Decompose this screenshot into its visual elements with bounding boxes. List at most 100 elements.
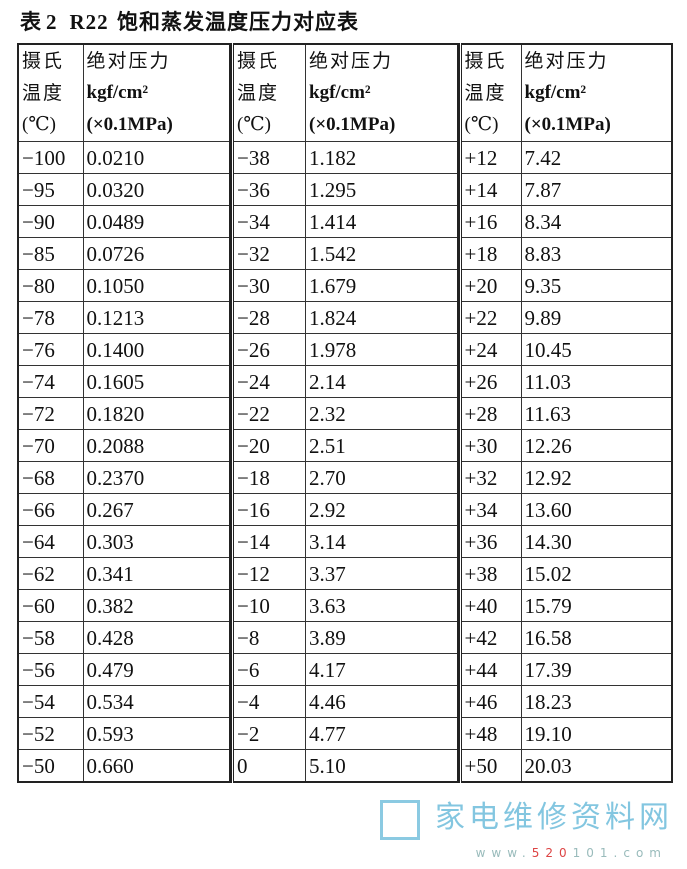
temperature-cell: −58 bbox=[17, 621, 84, 654]
pressure-cell: 0.660 bbox=[82, 749, 231, 783]
header-pressure: (×0.1MPa) bbox=[82, 109, 231, 142]
table-row: −85 0.0726 bbox=[17, 237, 231, 270]
header-row: 摄氏 绝对压力 bbox=[459, 43, 673, 77]
pressure-cell: 1.978 bbox=[305, 333, 458, 366]
table-row: +42 16.58 bbox=[459, 621, 673, 654]
pressure-cell: 0.267 bbox=[82, 493, 231, 526]
temperature-cell: −4 bbox=[232, 685, 306, 718]
table-row: 0 5.10 bbox=[232, 749, 458, 783]
pressure-cell: 16.58 bbox=[520, 621, 673, 654]
temperature-cell: −50 bbox=[17, 749, 84, 783]
table-row: +50 20.03 bbox=[459, 749, 673, 783]
temperature-cell: −80 bbox=[17, 269, 84, 302]
temperature-cell: −36 bbox=[232, 173, 306, 206]
table-row: −52 0.593 bbox=[17, 717, 231, 750]
table-row: −95 0.0320 bbox=[17, 173, 231, 206]
pressure-cell: 3.89 bbox=[305, 621, 458, 654]
watermark-url-prefix: www. bbox=[475, 846, 532, 860]
table-row: +44 17.39 bbox=[459, 653, 673, 686]
temperature-cell: −56 bbox=[17, 653, 84, 686]
table-row: +36 14.30 bbox=[459, 525, 673, 558]
watermark-logo bbox=[380, 800, 420, 840]
table-row: −30 1.679 bbox=[232, 269, 458, 302]
pressure-cell: 8.83 bbox=[520, 237, 673, 270]
pressure-cell: 0.479 bbox=[82, 653, 231, 686]
table-row: −10 3.63 bbox=[232, 589, 458, 622]
table-block-2: 摄氏 绝对压力 温度 kgf/cm² (℃) (×0.1MPa) −38 1.182 −36 1.… bbox=[231, 43, 459, 783]
table-row: +40 15.79 bbox=[459, 589, 673, 622]
pressure-cell: 1.295 bbox=[305, 173, 458, 206]
pressure-cell: 0.382 bbox=[82, 589, 231, 622]
header-pressure: (×0.1MPa) bbox=[520, 109, 673, 142]
pressure-cell: 2.92 bbox=[305, 493, 458, 526]
table-row: +22 9.89 bbox=[459, 301, 673, 334]
table-row: −80 0.1050 bbox=[17, 269, 231, 302]
temperature-cell: −30 bbox=[232, 269, 306, 302]
pressure-cell: 0.2088 bbox=[82, 429, 231, 462]
pressure-cell: 3.63 bbox=[305, 589, 458, 622]
table-row: −78 0.1213 bbox=[17, 301, 231, 334]
temperature-cell: −8 bbox=[232, 621, 306, 654]
table-row: −8 3.89 bbox=[232, 621, 458, 654]
pressure-cell: 0.0489 bbox=[82, 205, 231, 238]
pressure-cell: 13.60 bbox=[520, 493, 673, 526]
temperature-cell: +20 bbox=[459, 269, 522, 302]
table-row: −12 3.37 bbox=[232, 557, 458, 590]
table-row: +38 15.02 bbox=[459, 557, 673, 590]
pressure-cell: 11.03 bbox=[520, 365, 673, 398]
temperature-cell: −100 bbox=[17, 141, 84, 174]
temperature-cell: −6 bbox=[232, 653, 306, 686]
table-row: −58 0.428 bbox=[17, 621, 231, 654]
table-row: −36 1.295 bbox=[232, 173, 458, 206]
temperature-cell: −70 bbox=[17, 429, 84, 462]
temperature-cell: +38 bbox=[459, 557, 522, 590]
pressure-cell: 0.0320 bbox=[82, 173, 231, 206]
table-row: −2 4.77 bbox=[232, 717, 458, 750]
temperature-cell: +46 bbox=[459, 685, 522, 718]
pressure-cell: 7.42 bbox=[520, 141, 673, 174]
pressure-cell: 1.414 bbox=[305, 205, 458, 238]
pressure-cell: 15.79 bbox=[520, 589, 673, 622]
table-row: −22 2.32 bbox=[232, 397, 458, 430]
header-row: 摄氏 绝对压力 bbox=[232, 43, 458, 77]
table-row: −38 1.182 bbox=[232, 141, 458, 174]
table-row: +20 9.35 bbox=[459, 269, 673, 302]
temperature-cell: −10 bbox=[232, 589, 306, 622]
table-row: −60 0.382 bbox=[17, 589, 231, 622]
temperature-cell: −78 bbox=[17, 301, 84, 334]
temperature-cell: +26 bbox=[459, 365, 522, 398]
table-row: +24 10.45 bbox=[459, 333, 673, 366]
temperature-cell: −60 bbox=[17, 589, 84, 622]
temperature-cell: −38 bbox=[232, 141, 306, 174]
pressure-cell: 5.10 bbox=[305, 749, 458, 783]
pressure-cell: 15.02 bbox=[520, 557, 673, 590]
header-pressure: (×0.1MPa) bbox=[305, 109, 458, 142]
table-row: −34 1.414 bbox=[232, 205, 458, 238]
table-row: −14 3.14 bbox=[232, 525, 458, 558]
pressure-cell: 1.824 bbox=[305, 301, 458, 334]
table-row: +28 11.63 bbox=[459, 397, 673, 430]
table-block-1: 摄氏 绝对压力 温度 kgf/cm² (℃) (×0.1MPa) −100 0.0210 −95… bbox=[17, 43, 231, 783]
table-row: −54 0.534 bbox=[17, 685, 231, 718]
header-row: 温度 kgf/cm² bbox=[17, 77, 231, 109]
header-temperature: 温度 bbox=[17, 77, 84, 109]
header-temperature: 温度 bbox=[459, 77, 522, 109]
temperature-cell: −85 bbox=[17, 237, 84, 270]
temperature-cell: +28 bbox=[459, 397, 522, 430]
temperature-cell: −72 bbox=[17, 397, 84, 430]
watermark-url-number: 520 bbox=[531, 846, 573, 860]
temperature-cell: +30 bbox=[459, 429, 522, 462]
table-row: +18 8.83 bbox=[459, 237, 673, 270]
header-row: 温度 kgf/cm² bbox=[232, 77, 458, 109]
table-row: −56 0.479 bbox=[17, 653, 231, 686]
temperature-cell: +42 bbox=[459, 621, 522, 654]
temperature-cell: −12 bbox=[232, 557, 306, 590]
temperature-cell: −34 bbox=[232, 205, 306, 238]
table-row: −4 4.46 bbox=[232, 685, 458, 718]
pressure-cell: 0.0210 bbox=[82, 141, 231, 174]
temperature-cell: 0 bbox=[232, 749, 306, 783]
pressure-cell: 2.70 bbox=[305, 461, 458, 494]
pressure-cell: 9.35 bbox=[520, 269, 673, 302]
temperature-cell: −62 bbox=[17, 557, 84, 590]
pressure-cell: 2.32 bbox=[305, 397, 458, 430]
